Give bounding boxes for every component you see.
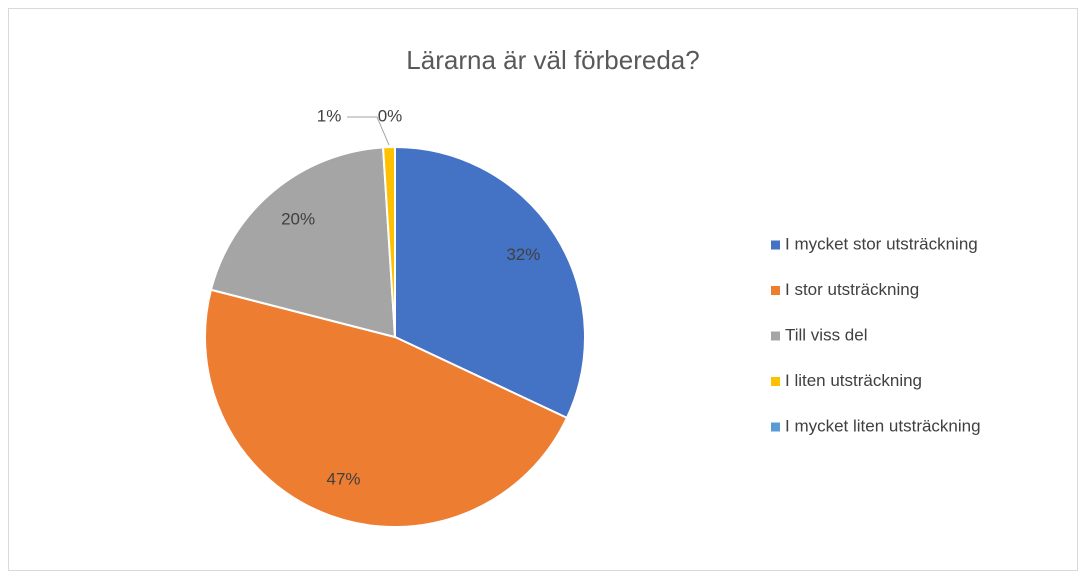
legend-swatch [771,286,780,295]
data-label: 1% [317,106,342,125]
legend-label: I stor utsträckning [785,280,919,299]
legend-label: Till viss del [785,325,868,344]
leader-line [347,116,390,146]
data-label: 32% [506,245,540,264]
chart-title: Lärarna är väl förbereda? [406,45,699,75]
legend-swatch [771,240,780,250]
data-label: 47% [326,469,360,488]
legend-label: I liten utsträckning [785,371,922,390]
legend-swatch [771,422,780,432]
data-label: 0% [378,106,403,125]
pie-slice [209,146,397,339]
legend-label: I mycket liten utsträckning [785,416,981,435]
legend-label: I mycket stor utsträckning [785,234,978,253]
data-label: 20% [281,209,315,228]
pie-slice [204,288,569,528]
legend-swatch [771,331,780,341]
legend-swatch [771,377,780,386]
pie-slice [394,145,586,420]
